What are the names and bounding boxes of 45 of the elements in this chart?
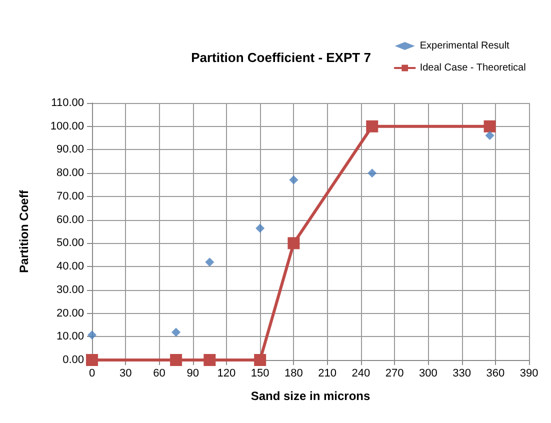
y-tick-label: 110.00 bbox=[51, 97, 84, 109]
point bbox=[172, 328, 181, 337]
y-tick-label: 70.00 bbox=[56, 190, 84, 202]
x-tick-label: 240 bbox=[352, 368, 370, 380]
y-tick-label: 60.00 bbox=[56, 214, 84, 226]
point bbox=[170, 354, 182, 366]
x-axis-title: Sand size in microns bbox=[250, 389, 371, 403]
point bbox=[256, 224, 265, 233]
x-tick-label: 390 bbox=[520, 368, 538, 380]
point bbox=[484, 120, 496, 132]
point bbox=[289, 175, 298, 184]
x-tick-label: 300 bbox=[418, 368, 438, 380]
point bbox=[254, 354, 266, 366]
x-tick-label: 180 bbox=[284, 368, 303, 380]
y-tick-label: 10.00 bbox=[56, 330, 84, 343]
y-tick-label: 100.00 bbox=[50, 120, 84, 132]
x-tick-label: 30 bbox=[119, 368, 132, 380]
x-tick-label: 0 bbox=[88, 368, 96, 380]
x-tick-label: 360 bbox=[486, 368, 505, 380]
point bbox=[485, 130, 494, 140]
legend-label: Ideal Case - Theoretical bbox=[420, 62, 526, 74]
legend-label: Experimental Result bbox=[420, 40, 510, 52]
y-axis-title: Partition Coeff bbox=[17, 189, 31, 273]
x-tick-label: 60 bbox=[153, 368, 166, 380]
point bbox=[204, 354, 216, 366]
y-tick-label: 30.00 bbox=[56, 284, 84, 296]
y-tick-label: 50.00 bbox=[56, 237, 84, 250]
point bbox=[368, 168, 377, 178]
y-tick-label: 0.00 bbox=[62, 354, 84, 366]
point bbox=[88, 330, 96, 340]
x-tick-label: 210 bbox=[318, 368, 336, 380]
y-tick-label: 40.00 bbox=[56, 260, 84, 273]
point bbox=[288, 237, 300, 250]
x-tick-label: 120 bbox=[217, 368, 236, 380]
y-tick-label: 80.00 bbox=[56, 167, 84, 180]
x-tick-label: 330 bbox=[452, 368, 471, 380]
y-tick-label: 90.00 bbox=[56, 144, 84, 156]
x-tick-label: 90 bbox=[186, 368, 199, 380]
point bbox=[205, 258, 214, 267]
chart-title: Partition Coefficient - EXPT 7 bbox=[191, 50, 371, 65]
y-tick-label: 20.00 bbox=[56, 307, 84, 320]
x-tick-label: 270 bbox=[385, 368, 404, 380]
x-tick-label: 150 bbox=[250, 368, 270, 380]
point bbox=[366, 120, 378, 132]
point bbox=[86, 354, 98, 366]
